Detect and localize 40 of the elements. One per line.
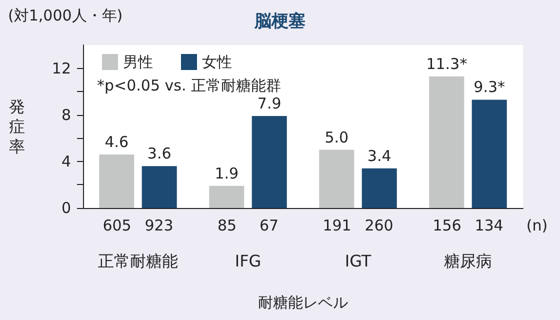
data-label: 7.9 xyxy=(257,94,282,113)
data-label: 11.3* xyxy=(426,54,468,73)
data-label: 4.6 xyxy=(104,132,129,151)
x-tick-label: IGT xyxy=(344,252,372,270)
y-tick-label: 4 xyxy=(61,152,71,170)
text: 605 xyxy=(102,216,132,234)
text: (n) xyxy=(526,216,548,234)
data-label: 9.3* xyxy=(474,78,506,96)
x-tick-label: IFG xyxy=(234,252,262,270)
y-tick-label: 12 xyxy=(52,59,71,78)
text: 156 xyxy=(432,216,462,234)
y-axis-title: 発症率 xyxy=(9,97,25,156)
data-label: 3.4 xyxy=(367,146,392,165)
text: 191 xyxy=(322,216,352,234)
bar xyxy=(142,166,177,208)
y-tick-label: 0 xyxy=(61,199,71,217)
text: 923 xyxy=(144,216,174,234)
bar xyxy=(319,150,354,208)
text: 260 xyxy=(364,216,394,234)
legend-label: 男性 xyxy=(123,53,153,71)
x-axis-title: 耐糖能レベル xyxy=(258,294,348,312)
text: 134 xyxy=(474,216,504,234)
text: 85 xyxy=(217,216,237,234)
bar xyxy=(252,116,287,208)
bar xyxy=(362,168,397,208)
y-tick-label: 8 xyxy=(61,106,71,124)
x-tick-label: 正常耐糖能 xyxy=(98,252,178,270)
x-tick-label: 糖尿病 xyxy=(444,252,492,270)
legend-label: 女性 xyxy=(202,53,232,71)
data-label: 1.9 xyxy=(214,164,239,182)
bar xyxy=(209,186,244,208)
data-label: 5.0 xyxy=(324,128,349,146)
text: 67 xyxy=(259,216,279,234)
bar xyxy=(99,154,134,208)
text: (対1,000人・年) xyxy=(8,6,123,24)
chart-title: 脳梗塞 xyxy=(254,12,306,32)
bar xyxy=(472,100,507,208)
annotation: *p<0.05 vs. 正常耐糖能群 xyxy=(97,76,281,94)
bar xyxy=(429,76,464,208)
data-label: 3.6 xyxy=(147,144,172,163)
